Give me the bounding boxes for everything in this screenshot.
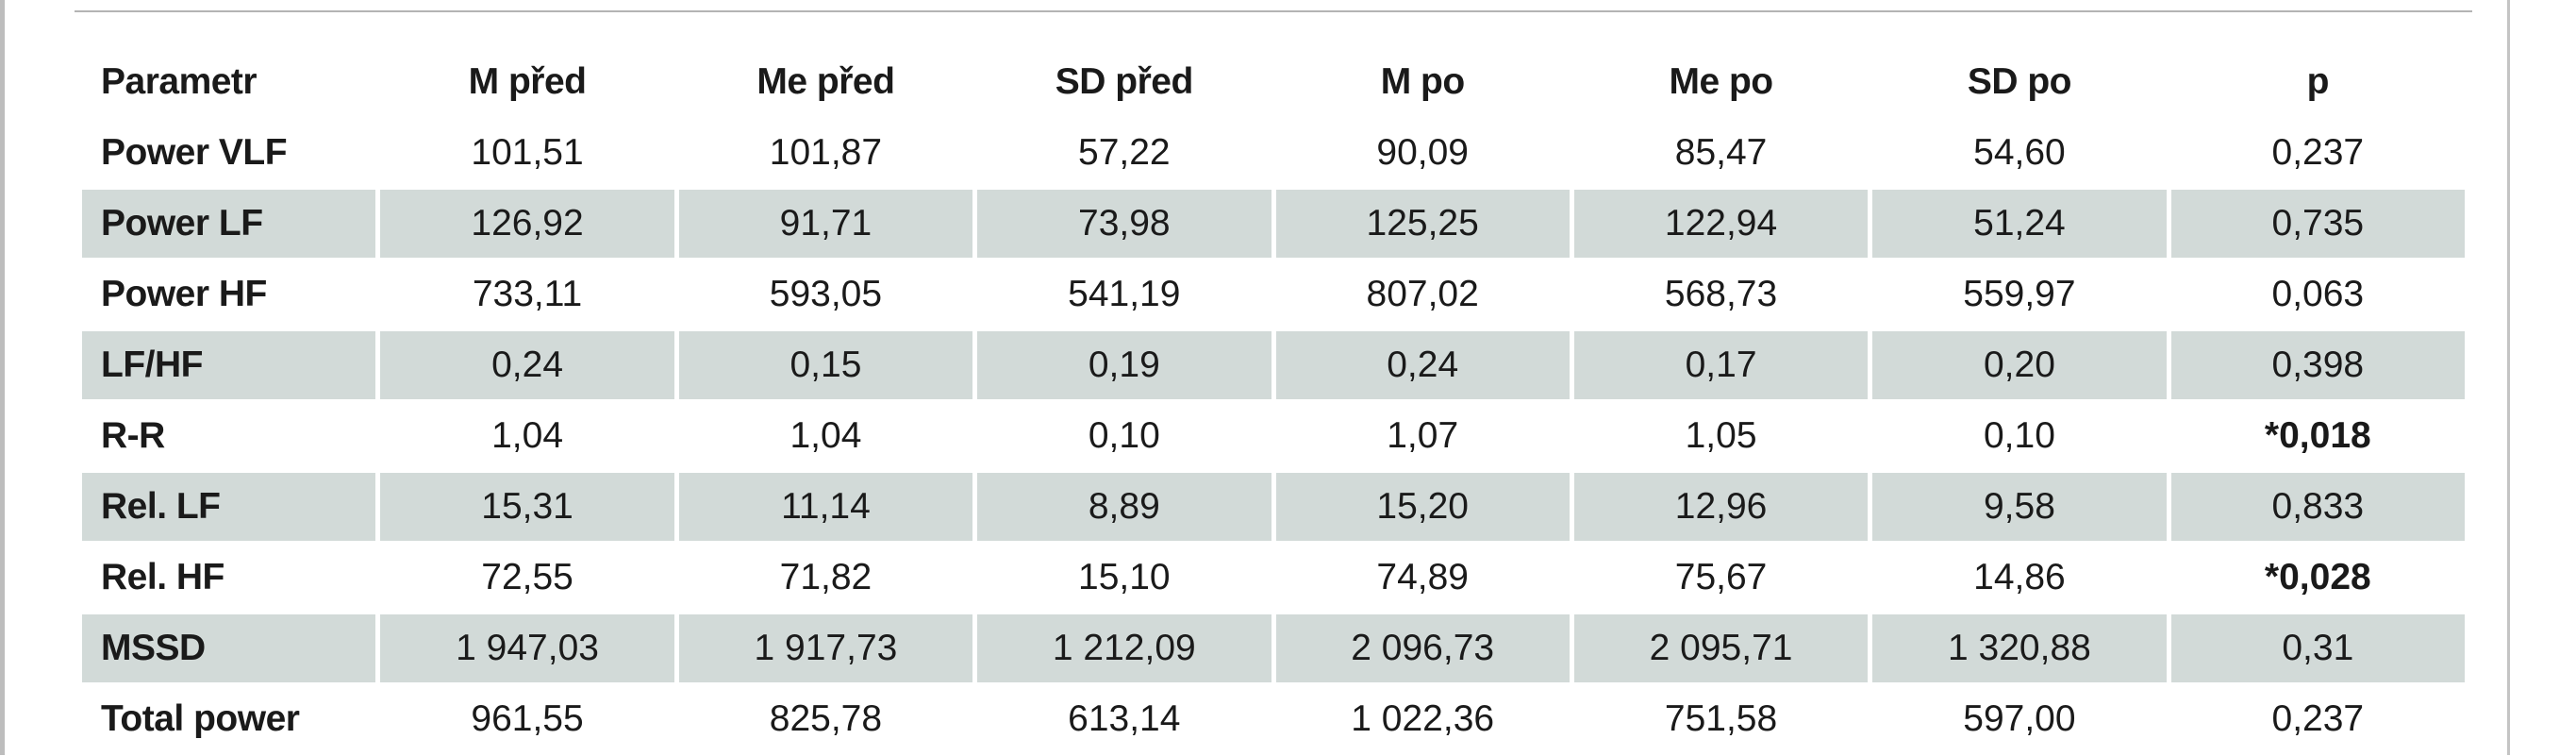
- p-value-cell: 0,237: [2271, 132, 2365, 173]
- sd-pred-cell: 57,22: [1078, 132, 1171, 173]
- header-m-po: M po: [1380, 61, 1465, 102]
- me-pred-cell: 0,15: [678, 331, 973, 399]
- row-label: Rel. LF: [82, 473, 376, 541]
- table-row: Rel. LF 15,31 11,14 8,89 15,20 12,96 9,58 0,833: [82, 473, 2465, 541]
- m-pred-cell: 1 947,03: [380, 614, 674, 682]
- sd-pred-cell: 15,10: [1078, 557, 1171, 597]
- m-po-cell: 0,24: [1275, 331, 1570, 399]
- p-value-cell: 0,735: [2170, 190, 2465, 258]
- sd-po-cell: 0,20: [1872, 331, 2167, 399]
- me-pred-cell: 1,04: [789, 415, 862, 456]
- header-parametr: Parametr: [101, 61, 258, 102]
- table-row: Power VLF 101,51 101,87 57,22 90,09 85,47 54,6…: [82, 119, 2465, 187]
- sd-pred-cell: 541,19: [1068, 274, 1181, 314]
- me-pred-cell: 71,82: [779, 557, 873, 597]
- table-row: LF/HF 0,24 0,15 0,19 0,24 0,17 0,20 0,398: [82, 331, 2465, 399]
- m-pred-cell: 101,51: [471, 132, 584, 173]
- hrv-statistics-table: Parametr M před Me před SD před M po Me …: [77, 45, 2469, 756]
- m-pred-cell: 733,11: [472, 274, 583, 314]
- row-label: Power HF: [101, 274, 267, 314]
- m-pred-cell: 961,55: [471, 698, 584, 739]
- table-body: Power VLF 101,51 101,87 57,22 90,09 85,47 54,6…: [82, 119, 2465, 753]
- header-me-pred: Me před: [756, 61, 895, 102]
- row-label: LF/HF: [82, 331, 376, 399]
- p-value-cell: *0,018: [2264, 415, 2371, 456]
- sd-po-cell: 597,00: [1963, 698, 2076, 739]
- me-pred-cell: 11,14: [678, 473, 973, 541]
- table-row: MSSD 1 947,03 1 917,73 1 212,09 2 096,73 2 09…: [82, 614, 2465, 682]
- m-po-cell: 90,09: [1376, 132, 1469, 173]
- me-pred-cell: 91,71: [678, 190, 973, 258]
- row-label: Power VLF: [101, 132, 288, 173]
- header-me-po: Me po: [1669, 61, 1773, 102]
- m-po-cell: 15,20: [1275, 473, 1570, 541]
- p-value-cell: 0,237: [2271, 698, 2365, 739]
- m-pred-cell: 15,31: [380, 473, 674, 541]
- sd-po-cell: 1 320,88: [1872, 614, 2167, 682]
- me-po-cell: 75,67: [1674, 557, 1768, 597]
- sd-po-cell: 51,24: [1872, 190, 2167, 258]
- me-po-cell: 568,73: [1664, 274, 1778, 314]
- sd-pred-cell: 8,89: [977, 473, 1271, 541]
- sd-pred-cell: 73,98: [977, 190, 1271, 258]
- m-po-cell: 807,02: [1366, 274, 1479, 314]
- table-row: Rel. HF 72,55 71,82 15,10 74,89 75,67 14,86 *0,…: [82, 544, 2465, 612]
- me-pred-cell: 825,78: [769, 698, 883, 739]
- m-po-cell: 125,25: [1275, 190, 1570, 258]
- left-border-rule: [0, 0, 5, 755]
- row-label: R-R: [101, 415, 165, 456]
- me-po-cell: 1,05: [1685, 415, 1757, 456]
- sd-pred-cell: 0,10: [1088, 415, 1160, 456]
- table-row: Power LF 126,92 91,71 73,98 125,25 122,94 51,2…: [82, 190, 2465, 258]
- me-po-cell: 0,17: [1573, 331, 1869, 399]
- me-po-cell: 2 095,71: [1573, 614, 1869, 682]
- sd-pred-cell: 0,19: [977, 331, 1271, 399]
- p-value-cell: 0,398: [2170, 331, 2465, 399]
- sd-po-cell: 559,97: [1963, 274, 2076, 314]
- m-pred-cell: 1,04: [491, 415, 564, 456]
- table-row: Power HF 733,11 593,05 541,19 807,02 568,73 55…: [82, 260, 2465, 328]
- m-pred-cell: 0,24: [380, 331, 674, 399]
- m-po-cell: 1 022,36: [1351, 698, 1495, 739]
- header-m-pred: M před: [468, 61, 587, 102]
- me-po-cell: 85,47: [1674, 132, 1768, 173]
- sd-po-cell: 14,86: [1973, 557, 2066, 597]
- sd-po-cell: 54,60: [1973, 132, 2066, 173]
- p-value-cell: *0,028: [2264, 557, 2371, 597]
- table-row: Total power 961,55 825,78 613,14 1 022,36 751…: [82, 685, 2465, 753]
- m-pred-cell: 72,55: [481, 557, 573, 597]
- sd-po-cell: 9,58: [1872, 473, 2167, 541]
- table-row: R-R 1,04 1,04 0,10 1,07 1,05 0,10 *0,018: [82, 402, 2465, 470]
- sd-po-cell: 0,10: [1983, 415, 2055, 456]
- me-pred-cell: 101,87: [769, 132, 883, 173]
- header-p: p: [2306, 61, 2330, 102]
- header-sd-pred: SD před: [1055, 61, 1194, 102]
- row-label: MSSD: [82, 614, 376, 682]
- p-value-cell: 0,31: [2170, 614, 2465, 682]
- table-header-row: Parametr M před Me před SD před M po Me …: [82, 48, 2465, 116]
- sd-pred-cell: 1 212,09: [977, 614, 1271, 682]
- header-sd-po: SD po: [1967, 61, 2072, 102]
- me-pred-cell: 593,05: [769, 274, 883, 314]
- row-label: Rel. HF: [101, 557, 224, 597]
- sd-pred-cell: 613,14: [1068, 698, 1181, 739]
- me-po-cell: 122,94: [1573, 190, 1869, 258]
- p-value-cell: 0,833: [2170, 473, 2465, 541]
- row-label: Total power: [101, 698, 300, 739]
- m-po-cell: 1,07: [1387, 415, 1459, 456]
- m-po-cell: 74,89: [1376, 557, 1469, 597]
- m-po-cell: 2 096,73: [1275, 614, 1570, 682]
- p-value-cell: 0,063: [2271, 274, 2365, 314]
- right-border-rule: [2507, 0, 2510, 755]
- me-po-cell: 12,96: [1573, 473, 1869, 541]
- me-po-cell: 751,58: [1664, 698, 1778, 739]
- m-pred-cell: 126,92: [380, 190, 674, 258]
- me-pred-cell: 1 917,73: [678, 614, 973, 682]
- table-top-rule: [75, 10, 2472, 12]
- row-label: Power LF: [82, 190, 376, 258]
